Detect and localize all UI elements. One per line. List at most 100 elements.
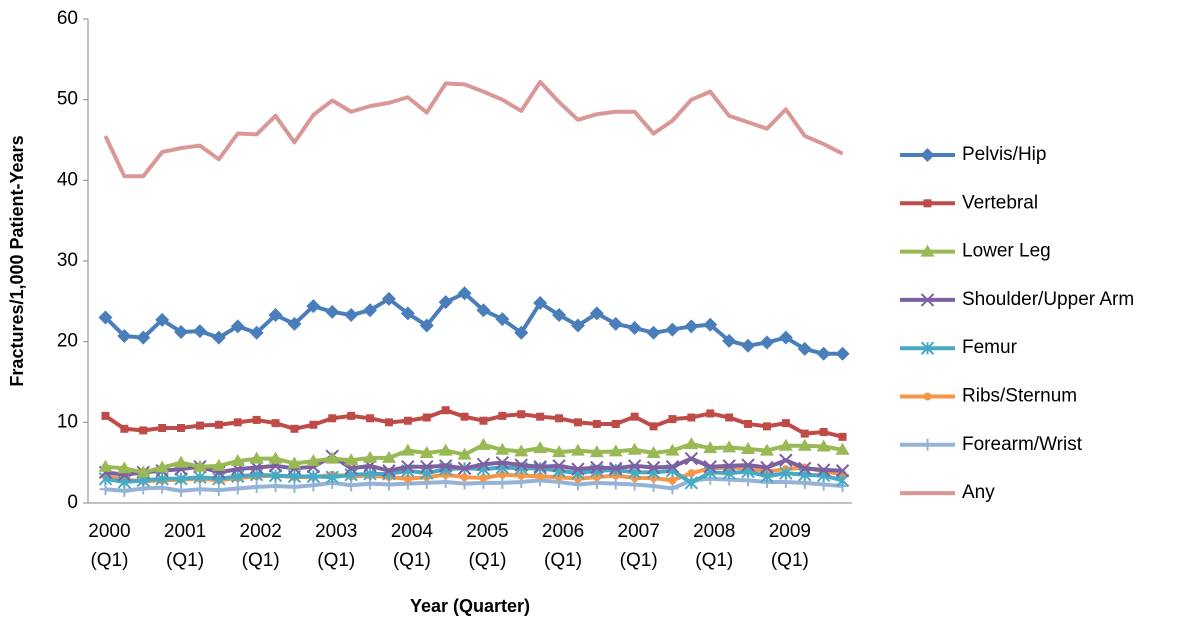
marker	[835, 442, 850, 455]
marker	[570, 443, 585, 456]
marker	[233, 418, 242, 427]
marker	[778, 330, 793, 345]
marker	[195, 421, 204, 430]
x-tick-label: 2006 (Q1)	[541, 521, 585, 571]
x-tick-label: 2004 (Q1)	[390, 521, 433, 571]
marker	[819, 428, 828, 437]
legend-label: Vertebral	[962, 192, 1038, 213]
marker	[627, 459, 642, 473]
marker	[608, 444, 623, 457]
marker	[496, 476, 509, 489]
marker	[571, 462, 585, 476]
y-tick-label: 20	[57, 331, 78, 352]
marker	[400, 443, 415, 456]
marker	[760, 460, 774, 475]
series-line	[103, 79, 844, 179]
marker	[552, 445, 567, 458]
marker	[193, 483, 206, 496]
legend-label: Any	[962, 482, 995, 503]
x-tick-label: 2005 (Q1)	[466, 521, 509, 571]
legend-label: Shoulder/Upper Arm	[962, 289, 1134, 310]
marker	[921, 438, 934, 451]
x-tick-label: 2008 (Q1)	[693, 521, 736, 571]
marker	[193, 470, 207, 484]
marker	[457, 286, 472, 301]
marker	[703, 317, 718, 332]
marker	[741, 441, 756, 454]
marker	[287, 456, 302, 469]
marker	[722, 459, 736, 473]
marker	[419, 318, 434, 333]
marker	[347, 411, 356, 420]
marker	[517, 471, 526, 480]
marker	[514, 325, 529, 340]
series-line	[104, 408, 844, 439]
marker	[306, 454, 321, 467]
marker	[759, 335, 774, 350]
marker	[381, 291, 396, 306]
marker	[476, 457, 491, 471]
marker	[249, 451, 264, 464]
marker	[590, 460, 604, 475]
marker	[684, 437, 699, 450]
marker	[268, 468, 283, 483]
legend-label: Femur	[962, 337, 1018, 358]
marker	[403, 416, 412, 425]
marker	[744, 419, 753, 428]
legend-label: Ribs/Sternum	[962, 386, 1077, 407]
marker	[252, 415, 261, 424]
marker	[230, 454, 245, 467]
marker	[344, 308, 359, 323]
marker	[762, 422, 771, 431]
marker	[816, 439, 831, 452]
marker	[495, 312, 510, 327]
marker	[495, 442, 510, 455]
marker	[268, 308, 283, 323]
marker	[920, 341, 935, 355]
marker	[309, 420, 318, 429]
marker	[403, 474, 412, 483]
marker	[401, 459, 415, 474]
marker	[592, 419, 601, 428]
marker	[99, 483, 112, 496]
marker	[920, 148, 935, 162]
marker	[212, 484, 225, 497]
marker	[665, 459, 680, 474]
marker	[666, 482, 679, 495]
marker	[609, 461, 623, 476]
marker	[741, 338, 756, 353]
marker	[706, 409, 715, 418]
marker	[498, 470, 507, 479]
marker	[835, 346, 850, 361]
marker	[212, 472, 226, 486]
marker	[98, 310, 113, 325]
marker	[117, 461, 132, 474]
legend-label: Lower Leg	[962, 241, 1051, 262]
marker	[552, 459, 566, 473]
marker	[536, 472, 545, 481]
x-tick-label: 2009 (Q1)	[768, 521, 811, 571]
marker	[684, 319, 699, 334]
marker	[920, 293, 935, 307]
marker	[798, 461, 812, 476]
series	[101, 406, 847, 441]
marker	[363, 303, 378, 318]
marker	[344, 468, 358, 482]
marker	[139, 426, 148, 435]
marker	[438, 295, 453, 310]
marker	[514, 458, 528, 472]
marker	[117, 329, 132, 344]
marker	[384, 418, 393, 427]
marker	[627, 320, 642, 335]
marker	[687, 469, 696, 478]
marker	[155, 460, 170, 473]
marker	[920, 244, 935, 257]
marker	[269, 480, 282, 493]
marker	[174, 324, 189, 339]
marker	[533, 295, 548, 310]
marker	[668, 476, 677, 485]
marker	[271, 419, 280, 428]
marker	[479, 416, 488, 425]
legend-label: Forearm/Wrist	[962, 434, 1083, 455]
